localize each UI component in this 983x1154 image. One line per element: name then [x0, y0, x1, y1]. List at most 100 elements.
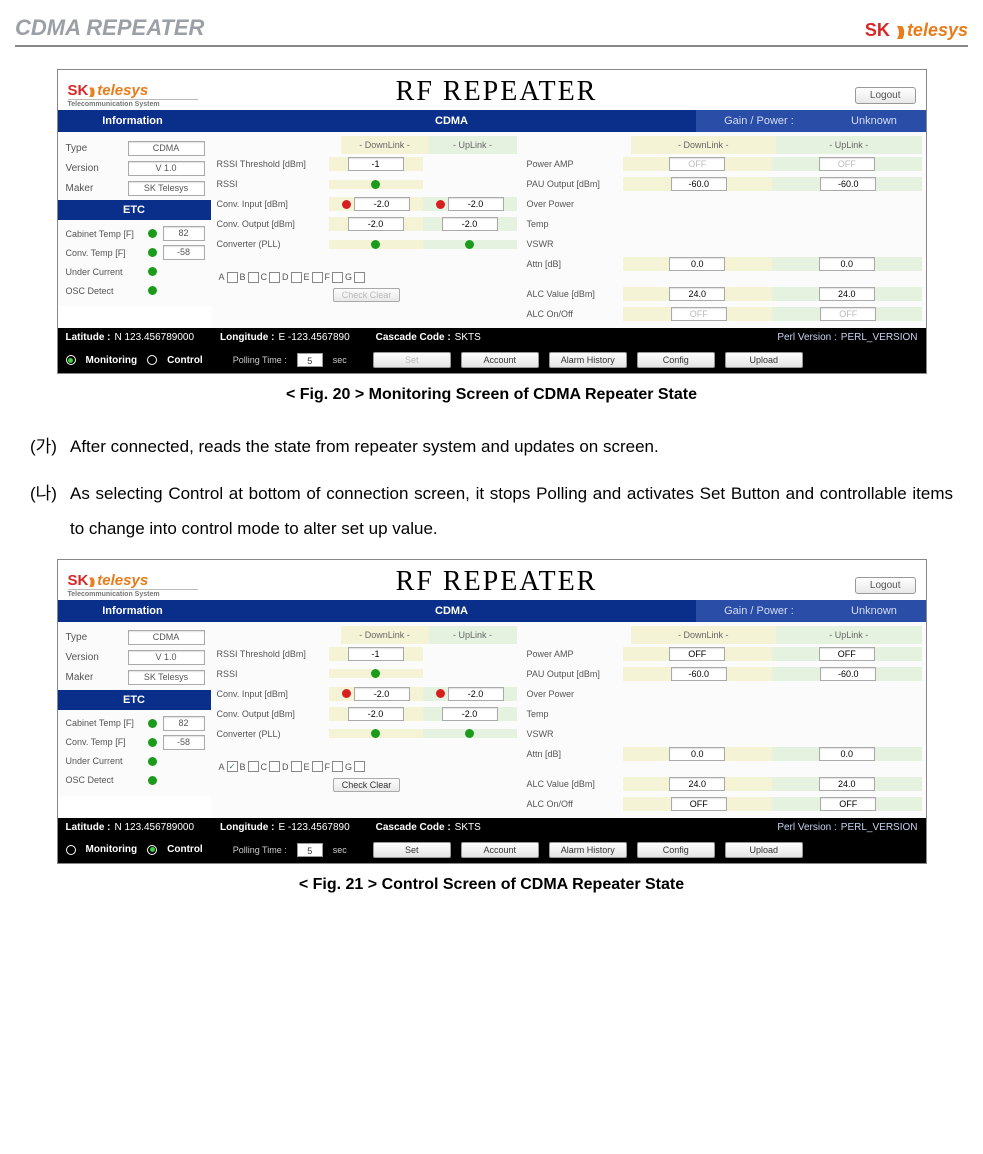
conv-input-dl-status-icon: [342, 200, 351, 209]
monitoring-radio[interactable]: [66, 355, 76, 365]
app-logo: SK ))) telesys Telecommunication System: [68, 572, 198, 598]
perl-version-value: PERL_VERSION: [841, 822, 918, 833]
alc-onoff-dl-field[interactable]: OFF: [671, 797, 727, 811]
attn-dl-field[interactable]: 0.0: [669, 747, 725, 761]
p1-bullet: (가): [30, 430, 70, 465]
rssi-threshold-dl-field[interactable]: -1: [348, 647, 404, 661]
alc-onoff-ul-field[interactable]: OFF: [820, 307, 876, 321]
channel-G-checkbox[interactable]: [354, 761, 365, 772]
channel-C-checkbox[interactable]: [269, 761, 280, 772]
conv-temp-status-icon: [148, 738, 157, 747]
channel-F-checkbox[interactable]: [332, 272, 343, 283]
latitude-label: Latitude :: [66, 822, 111, 833]
alc-onoff-ul-field[interactable]: OFF: [820, 797, 876, 811]
power-amp-ul-field[interactable]: OFF: [819, 157, 875, 171]
alc-value-dl-field[interactable]: 24.0: [669, 777, 725, 791]
conv-output-dl-field: -2.0: [348, 217, 404, 231]
channel-B-checkbox[interactable]: [248, 761, 259, 772]
channel-F-checkbox[interactable]: [332, 761, 343, 772]
logout-button[interactable]: Logout: [855, 87, 916, 104]
power-amp-dl-field[interactable]: OFF: [669, 647, 725, 661]
converter-pll-label: Converter (PLL): [217, 239, 329, 249]
rssi-threshold-dl-field[interactable]: -1: [348, 157, 404, 171]
cabinet-temp-status-icon: [148, 229, 157, 238]
conv-output-label: Conv. Output [dBm]: [217, 709, 329, 719]
maker-label: Maker: [66, 183, 128, 194]
channel-C-checkbox[interactable]: [269, 272, 280, 283]
account-button[interactable]: Account: [461, 842, 539, 858]
channel-E-checkbox[interactable]: [312, 272, 323, 283]
cdma-header: CDMA: [208, 110, 696, 132]
set-button[interactable]: Set: [373, 842, 451, 858]
alarm-history-button[interactable]: Alarm History: [549, 352, 627, 368]
rssi-label: RSSI: [217, 669, 329, 679]
channel-D-label: D: [282, 272, 289, 282]
channel-G-label: G: [345, 272, 352, 282]
polling-time-field[interactable]: 5: [297, 843, 323, 857]
alc-onoff-dl-field[interactable]: OFF: [671, 307, 727, 321]
attn-label: Attn [dB]: [527, 259, 623, 269]
pau-output-dl-field: -60.0: [671, 177, 727, 191]
power-amp-dl-field[interactable]: OFF: [669, 157, 725, 171]
uplink-header-mid: - UpLink -: [429, 136, 517, 154]
attn-ul-field[interactable]: 0.0: [819, 747, 875, 761]
alarm-history-button[interactable]: Alarm History: [549, 842, 627, 858]
channel-D-checkbox[interactable]: [291, 272, 302, 283]
conv-output-ul-field: -2.0: [442, 707, 498, 721]
alc-value-dl-field[interactable]: 24.0: [669, 287, 725, 301]
channel-G-label: G: [345, 762, 352, 772]
alc-value-ul-field[interactable]: 24.0: [819, 287, 875, 301]
longitude-label: Longitude :: [220, 332, 274, 343]
alc-value-label: ALC Value [dBm]: [527, 289, 623, 299]
attn-dl-field[interactable]: 0.0: [669, 257, 725, 271]
check-clear-button[interactable]: Check Clear: [333, 288, 401, 302]
attn-ul-field[interactable]: 0.0: [819, 257, 875, 271]
logo-sk: SK: [865, 20, 890, 40]
conv-input-ul-field: -2.0: [448, 687, 504, 701]
version-label: Version: [66, 163, 128, 174]
channel-A-checkbox[interactable]: ✓: [227, 761, 238, 772]
set-button[interactable]: Set: [373, 352, 451, 368]
polling-time-label: Polling Time :: [233, 355, 287, 365]
conv-input-ul-field: -2.0: [448, 197, 504, 211]
channel-G-checkbox[interactable]: [354, 272, 365, 283]
vswr-label: VSWR: [527, 729, 623, 739]
channel-D-checkbox[interactable]: [291, 761, 302, 772]
version-field: V 1.0: [128, 650, 205, 665]
section-header-bar: Information CDMA Gain / Power : Unknown: [58, 110, 926, 132]
type-label: Type: [66, 632, 128, 643]
channel-B-checkbox[interactable]: [248, 272, 259, 283]
conv-input-dl-field: -2.0: [354, 197, 410, 211]
downlink-header-right: - DownLink -: [631, 626, 777, 644]
p2-bullet: (나): [30, 477, 70, 547]
upload-button[interactable]: Upload: [725, 352, 803, 368]
control-label: Control: [167, 355, 203, 366]
under-current-label: Under Current: [66, 756, 148, 766]
upload-button[interactable]: Upload: [725, 842, 803, 858]
converter-pll-dl-status-icon: [371, 729, 380, 738]
alc-value-ul-field[interactable]: 24.0: [819, 777, 875, 791]
control-radio[interactable]: [147, 355, 157, 365]
latitude-label: Latitude :: [66, 332, 111, 343]
config-button[interactable]: Config: [637, 842, 715, 858]
polling-time-field[interactable]: 5: [297, 353, 323, 367]
pau-output-label: PAU Output [dBm]: [527, 669, 623, 679]
config-button[interactable]: Config: [637, 352, 715, 368]
control-radio[interactable]: [147, 845, 157, 855]
power-amp-ul-field[interactable]: OFF: [819, 647, 875, 661]
channel-E-checkbox[interactable]: [312, 761, 323, 772]
logout-button[interactable]: Logout: [855, 577, 916, 594]
osc-detect-label: OSC Detect: [66, 286, 148, 296]
check-clear-button[interactable]: Check Clear: [333, 778, 401, 792]
account-button[interactable]: Account: [461, 352, 539, 368]
conv-temp-field: -58: [163, 245, 205, 260]
monitoring-radio[interactable]: [66, 845, 76, 855]
rssi-dl-status-icon: [371, 180, 380, 189]
channel-B-label: B: [240, 272, 246, 282]
channel-A-checkbox[interactable]: [227, 272, 238, 283]
osc-detect-status-icon: [148, 286, 157, 295]
cabinet-temp-status-icon: [148, 719, 157, 728]
polling-time-label: Polling Time :: [233, 845, 287, 855]
pau-output-dl-field: -60.0: [671, 667, 727, 681]
p2-text: As selecting Control at bottom of connec…: [70, 477, 953, 547]
